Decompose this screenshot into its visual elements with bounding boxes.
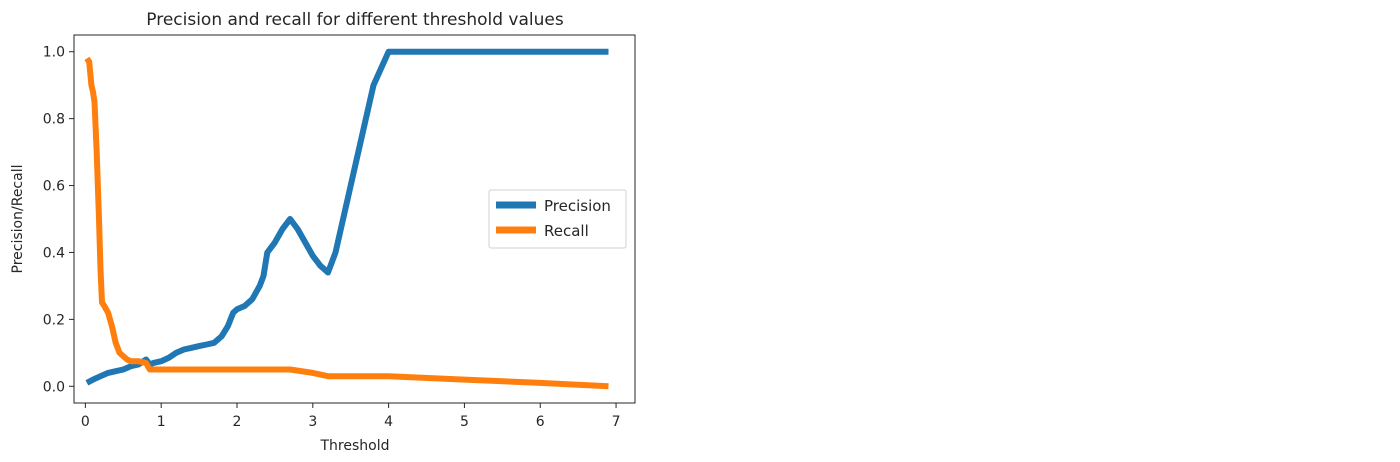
y-axis-ticks: 0.0 0.2 0.4 0.6 0.8 1.0 [43,45,74,395]
x-axis-label: Threshold [320,438,390,454]
x-tick-label: 1 [157,414,166,430]
legend-label-recall: Recall [544,222,589,240]
chart-title: Precision and recall for different thres… [146,10,564,30]
legend: Precision Recall [488,189,627,249]
x-axis-ticks: 0 1 2 3 4 5 6 7 [81,403,621,430]
series-line-recall [84,56,609,390]
x-tick-label: 0 [81,414,90,430]
y-axis-label: Precision/Recall [10,165,26,274]
series-layer [84,48,609,390]
y-tick-label: 0.4 [43,245,65,261]
legend-label-precision: Precision [544,197,611,215]
plot-frame [73,34,636,404]
y-tick-label: 0.0 [43,379,65,395]
x-tick-label: 2 [233,414,242,430]
x-tick-label: 5 [460,414,469,430]
x-tick-label: 3 [308,414,317,430]
y-tick-label: 1.0 [43,45,65,61]
plot-area [73,34,636,404]
y-tick-label: 0.2 [43,312,65,328]
x-tick-label: 7 [612,414,621,430]
y-tick-label: 0.8 [43,112,65,128]
y-tick-label: 0.6 [43,179,65,195]
x-tick-label: 6 [536,414,545,430]
x-tick-label: 4 [384,414,393,430]
